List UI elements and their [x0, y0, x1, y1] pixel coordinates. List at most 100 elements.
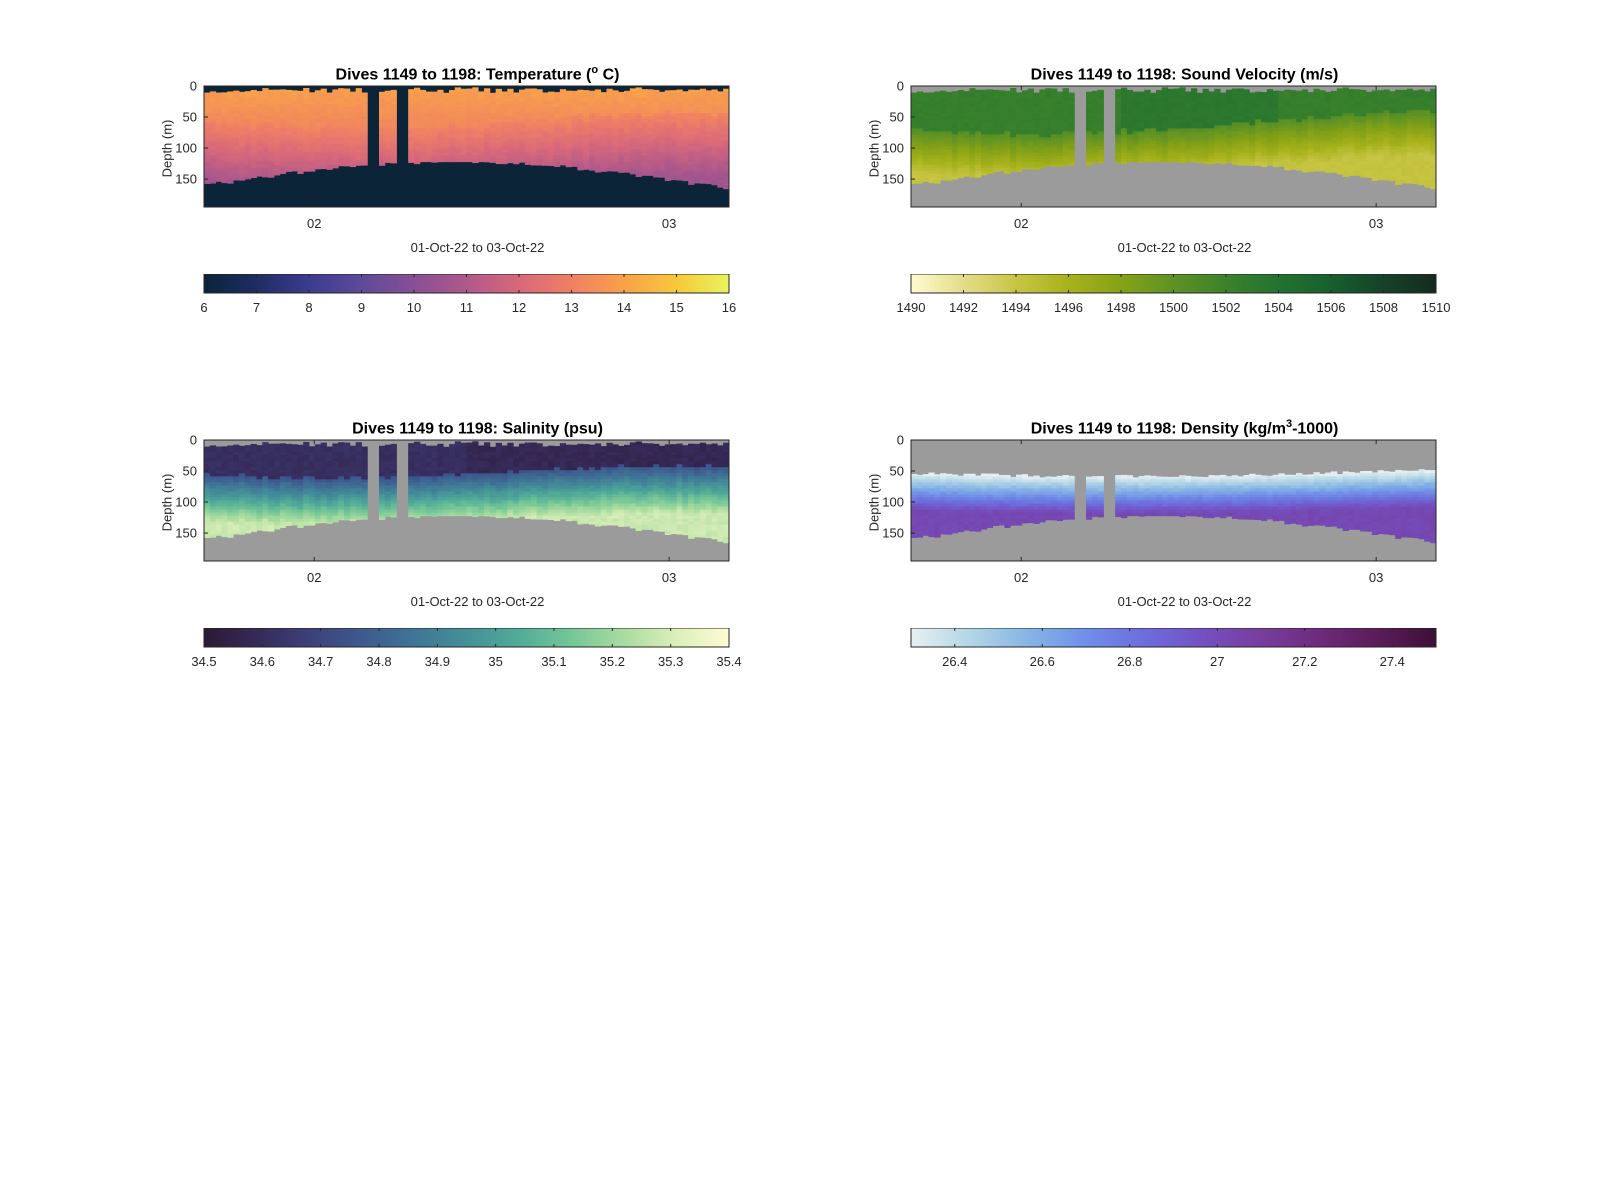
heatmap-cell [594, 155, 602, 159]
heatmap-cell [1377, 170, 1384, 175]
heatmap-cell [1395, 149, 1402, 153]
heatmap-cell [1266, 158, 1274, 163]
heatmap-cell [618, 143, 625, 147]
heatmap-cell [694, 170, 701, 175]
heatmap-cell [1068, 110, 1075, 114]
heatmap-cell [664, 95, 672, 99]
heatmap-cell [1231, 143, 1239, 147]
heatmap-cell [256, 164, 263, 169]
heatmap-cell [723, 116, 730, 120]
heatmap-cell [361, 110, 368, 114]
heatmap-cell [1033, 146, 1040, 150]
heatmap-cell [1389, 161, 1396, 166]
heatmap-cell [951, 116, 959, 120]
heatmap-cell [256, 170, 263, 175]
heatmap-cell [314, 161, 322, 166]
heatmap-cell [624, 104, 631, 108]
heatmap-cell [478, 134, 485, 138]
heatmap-cell [659, 131, 666, 135]
heatmap-cell [344, 98, 351, 102]
heatmap-cell [408, 113, 415, 117]
heatmap-cell [647, 125, 654, 129]
heatmap-cell [992, 137, 999, 141]
heatmap-cell [554, 92, 561, 96]
heatmap-cell [1255, 104, 1262, 108]
heatmap-cell [215, 101, 222, 105]
heatmap-cell [244, 113, 252, 117]
heatmap-cell [1290, 131, 1297, 135]
heatmap-cell [379, 143, 386, 147]
heatmap-cell [1202, 107, 1209, 111]
heatmap-cell [1371, 116, 1379, 120]
heatmap-cell [355, 134, 362, 138]
heatmap-cell [1208, 110, 1215, 114]
heatmap-cell [548, 122, 555, 126]
heatmap-cell [215, 98, 222, 102]
heatmap-cell [940, 152, 947, 156]
heatmap-cell [338, 161, 345, 166]
heatmap-cell [1255, 107, 1262, 111]
heatmap-cell [998, 110, 1005, 114]
heatmap-cell [676, 167, 683, 172]
heatmap-cell [1208, 104, 1215, 108]
heatmap-cell [1266, 152, 1274, 156]
heatmap-cell [1406, 122, 1414, 126]
heatmap-cell [1062, 158, 1069, 163]
heatmap-cell [256, 152, 263, 156]
heatmap-cell [466, 110, 473, 114]
heatmap-cell [1045, 134, 1052, 138]
heatmap-cell [355, 88, 362, 90]
heatmap-cell [981, 113, 988, 117]
heatmap-cell [940, 149, 947, 153]
heatmap-cell [361, 143, 368, 147]
heatmap-cell [1401, 89, 1408, 93]
heatmap-cell [215, 158, 222, 163]
heatmap-cell [1430, 107, 1437, 111]
heatmap-cell [478, 113, 485, 117]
heatmap-cell [1301, 170, 1309, 173]
colorbar-tick-label: 11 [460, 300, 474, 315]
heatmap-cell [274, 158, 281, 163]
heatmap-cell [635, 107, 642, 111]
heatmap-cell [285, 128, 292, 132]
heatmap-cell [1231, 95, 1239, 99]
heatmap-cell [1272, 131, 1279, 135]
heatmap-cell [981, 131, 988, 135]
heatmap-cell [1313, 137, 1320, 141]
heatmap-cell [431, 161, 438, 163]
heatmap-cell [1313, 104, 1320, 108]
heatmap-cell [940, 164, 947, 169]
heatmap-cell [279, 170, 287, 174]
heatmap-cell [1150, 134, 1157, 138]
heatmap-cell [204, 131, 211, 135]
heatmap-cell [1424, 134, 1431, 138]
heatmap-cell [1150, 140, 1157, 144]
heatmap-cell [1406, 137, 1414, 141]
heatmap-cell [291, 95, 298, 99]
heatmap-cell [513, 122, 520, 126]
heatmap-cell [1156, 122, 1163, 126]
heatmap-cell [1430, 182, 1437, 187]
heatmap-cell [507, 146, 514, 150]
heatmap-cell [717, 164, 724, 169]
heatmap-cell [466, 88, 473, 90]
heatmap-cell [554, 116, 561, 120]
heatmap-cell [1331, 119, 1338, 123]
heatmap-cell [1062, 88, 1069, 90]
heatmap-cell [583, 95, 590, 99]
heatmap-cell [297, 137, 304, 141]
heatmap-cell [297, 158, 304, 163]
heatmap-cell [1237, 128, 1244, 132]
heatmap-cell [705, 152, 712, 156]
heatmap-cell [338, 89, 345, 93]
heatmap-cell [653, 104, 660, 108]
heatmap-cell [963, 91, 970, 93]
heatmap-cell [1354, 104, 1361, 108]
heatmap-cell [1126, 92, 1134, 96]
heatmap-cell [946, 128, 953, 132]
heatmap-cell [1214, 143, 1221, 147]
heatmap-cell [1027, 131, 1034, 135]
heatmap-cell [911, 167, 918, 172]
heatmap-cell [969, 152, 976, 156]
heatmap-cell [524, 143, 532, 147]
